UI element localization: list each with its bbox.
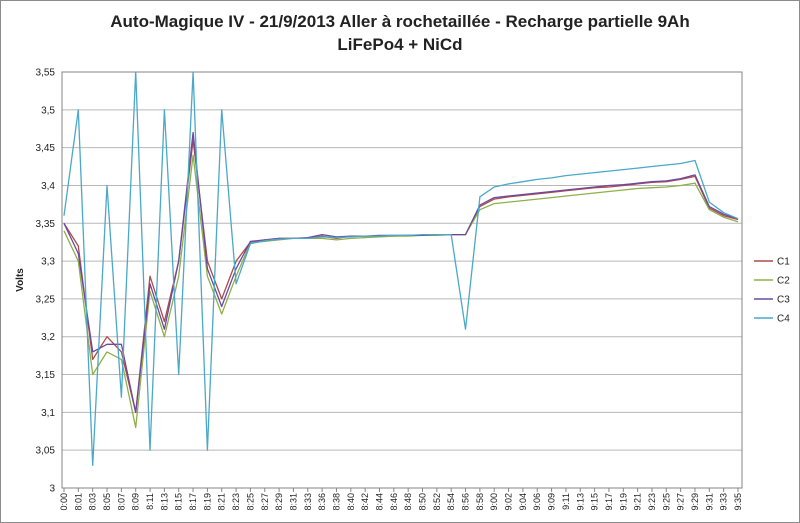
- x-tick-label: 9:06: [532, 493, 542, 511]
- x-axis-ticks: 0:00 8:01 8:03 8:05 8:07 8:09 8:11 8:13 8:15 8:17…: [59, 488, 743, 511]
- x-tick-label: 8:56: [461, 493, 471, 511]
- legend-label-c1: C1: [777, 257, 790, 268]
- y-tick-label: 3,5: [41, 105, 55, 116]
- y-tick-label: 3,15: [36, 370, 56, 381]
- y-tick-label: 3: [49, 484, 55, 495]
- y-tick-label: 3,3: [41, 257, 55, 268]
- x-tick-label: 9:27: [676, 493, 686, 511]
- x-tick-label: 8:48: [403, 493, 413, 511]
- y-axis-ticks: 3 3,05 3,1 3,15 3,2 3,25 3,3 3,35 3,4 3,45 3,5 3,55: [36, 68, 56, 495]
- x-tick-label: 8:07: [116, 493, 126, 511]
- x-tick-label: 8:38: [331, 493, 341, 511]
- y-tick-label: 3,2: [41, 332, 55, 343]
- y-tick-label: 3,55: [36, 68, 56, 79]
- y-tick-label: 3,45: [36, 143, 56, 154]
- y-tick-label: 3,4: [41, 181, 55, 192]
- y-tick-label: 3,05: [36, 446, 56, 457]
- x-tick-label: 8:44: [374, 493, 384, 511]
- x-tick-label: 8:11: [145, 493, 155, 510]
- x-tick-label: 9:11: [561, 493, 571, 510]
- x-tick-label: 8:50: [418, 493, 428, 511]
- x-tick-label: 8:40: [346, 493, 356, 511]
- series-line-c2: [63, 154, 739, 429]
- x-tick-label: 9:29: [690, 493, 700, 511]
- x-tick-label: 8:19: [202, 493, 212, 511]
- plot-area-border: [61, 71, 743, 489]
- x-tick-label: 8:15: [174, 493, 184, 511]
- x-tick-label: 9:25: [661, 493, 671, 511]
- chart-title-line2: LiFePo4 + NiCd: [337, 35, 463, 54]
- x-tick-label: 8:36: [317, 493, 327, 511]
- chart-title: Auto-Magique IV - 21/9/2013 Aller à roch…: [0, 10, 800, 56]
- x-tick-label: 9:33: [719, 493, 729, 511]
- x-tick-label: 9:17: [604, 493, 614, 511]
- x-tick-label: 9:21: [633, 493, 643, 511]
- x-tick-label: 0:00: [59, 493, 69, 511]
- x-tick-label: 9:09: [547, 493, 557, 511]
- x-tick-label: 8:42: [360, 493, 370, 511]
- y-tick-label: 3,35: [36, 219, 56, 230]
- x-tick-label: 8:54: [446, 493, 456, 511]
- legend-label-c3: C3: [777, 295, 790, 306]
- x-tick-label: 8:21: [217, 493, 227, 511]
- x-tick-label: 9:00: [489, 493, 499, 511]
- series-line-c3: [63, 131, 739, 414]
- x-tick-label: 8:05: [102, 493, 112, 511]
- x-tick-label: 9:02: [504, 493, 514, 511]
- x-tick-label: 8:23: [231, 493, 241, 511]
- y-tick-label: 3,25: [36, 294, 56, 305]
- x-tick-label: 8:52: [432, 493, 442, 511]
- x-tick-label: 9:19: [618, 493, 628, 511]
- x-tick-label: 8:27: [260, 493, 270, 511]
- x-tick-label: 8:31: [288, 493, 298, 511]
- x-tick-label: 9:04: [518, 493, 528, 511]
- x-tick-label: 9:15: [590, 493, 600, 511]
- series-lines: [63, 71, 739, 466]
- x-tick-label: 8:17: [188, 493, 198, 511]
- x-tick-label: 9:23: [647, 493, 657, 511]
- x-tick-label: 8:03: [88, 493, 98, 511]
- legend: C1 C2 C3 C4: [754, 257, 790, 325]
- x-tick-label: 8:33: [303, 493, 313, 511]
- x-tick-label: 9:13: [575, 493, 585, 511]
- x-tick-label: 9:35: [733, 493, 743, 511]
- series-line-c4: [63, 71, 739, 466]
- x-tick-label: 8:01: [73, 493, 83, 511]
- y-axis-title: Volts: [15, 268, 26, 292]
- x-tick-label: 8:29: [274, 493, 284, 511]
- chart-title-line1: Auto-Magique IV - 21/9/2013 Aller à roch…: [110, 12, 690, 31]
- x-tick-label: 8:13: [159, 493, 169, 511]
- legend-label-c2: C2: [777, 276, 790, 287]
- x-tick-label: 8:46: [389, 493, 399, 511]
- x-tick-label: 8:58: [475, 493, 485, 511]
- x-tick-label: 8:09: [131, 493, 141, 511]
- legend-label-c4: C4: [777, 314, 790, 325]
- series-line-c1: [63, 139, 739, 414]
- y-tick-label: 3,1: [41, 408, 55, 419]
- x-tick-label: 9:31: [704, 493, 714, 511]
- x-tick-label: 8:25: [245, 493, 255, 511]
